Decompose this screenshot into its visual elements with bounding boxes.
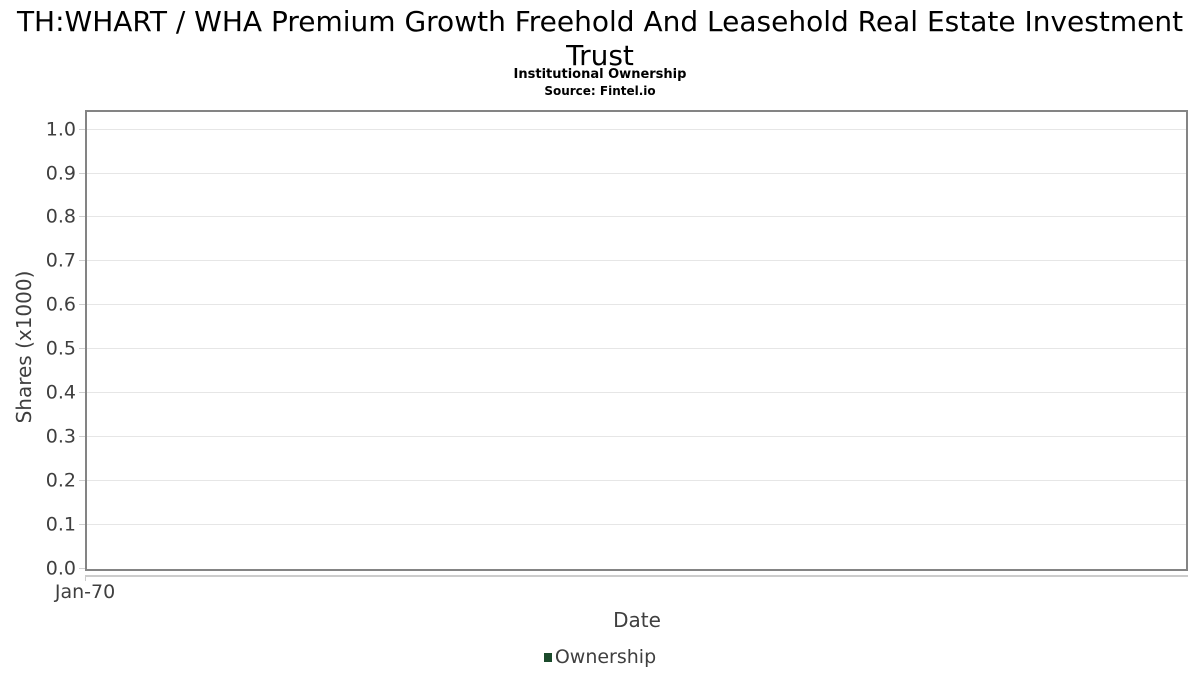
gridline	[87, 172, 1186, 174]
legend: Ownership	[0, 646, 1200, 668]
plot-area	[85, 110, 1188, 571]
x-axis-line	[85, 575, 1188, 577]
gridline	[87, 480, 1186, 482]
y-axis-tick-label: 0.8	[45, 205, 76, 228]
chart-source-label: Source: Fintel.io	[544, 84, 656, 98]
y-axis-tick-label: 0.6	[45, 293, 76, 316]
y-axis-tick-label: 0.2	[45, 469, 76, 492]
y-axis-tick-mark	[79, 304, 85, 306]
legend-swatch-ownership	[543, 652, 552, 662]
chart-subtitle: Institutional Ownership	[513, 67, 687, 82]
gridline	[87, 436, 1186, 438]
y-axis-tick-label: 0.1	[45, 513, 76, 536]
y-axis-tick-label: 0.3	[45, 425, 76, 448]
legend-label-ownership: Ownership	[554, 646, 657, 668]
legend-item-ownership[interactable]: Ownership	[543, 646, 657, 668]
y-axis-tick-mark	[79, 436, 85, 438]
y-axis-tick-mark	[79, 392, 85, 394]
y-axis-tick-mark	[79, 480, 85, 482]
y-axis-tick-mark	[79, 348, 85, 350]
y-axis-tick-mark	[79, 172, 85, 174]
gridline	[87, 260, 1186, 262]
y-axis-tick-mark	[79, 524, 85, 526]
x-axis-tick-jan-70: Jan-70	[54, 581, 116, 603]
y-axis-tick-mark	[79, 260, 85, 262]
y-axis-tick-label: 0.9	[45, 162, 76, 185]
y-axis-tick-label: 0.4	[45, 381, 76, 404]
y-axis-tick-label: 1.0	[45, 118, 76, 141]
y-axis-tick-mark	[79, 216, 85, 218]
y-axis-tick-label: 0.5	[45, 337, 76, 360]
gridline	[87, 392, 1186, 394]
chart-title: TH:WHART / WHA Premium Growth Freehold A…	[16, 5, 1184, 72]
x-axis-label: Date	[613, 608, 661, 632]
gridline	[87, 128, 1186, 130]
y-axis-tick-mark	[79, 568, 85, 569]
y-axis-tick-label: 0.0	[45, 557, 76, 580]
gridline	[87, 304, 1186, 306]
y-axis-tick-mark	[79, 128, 85, 130]
x-axis-tick-mark	[85, 577, 86, 581]
y-axis-tick-label: 0.7	[45, 249, 76, 272]
gridline	[87, 348, 1186, 350]
gridline	[87, 216, 1186, 218]
y-axis-tick-labels: 0.0 0.1 0.2 0.3 0.4 0.5 0.6 0.7 0.8 0.9 1.0	[0, 110, 76, 578]
gridline	[87, 524, 1186, 526]
y-axis-tick-marks	[79, 110, 85, 571]
